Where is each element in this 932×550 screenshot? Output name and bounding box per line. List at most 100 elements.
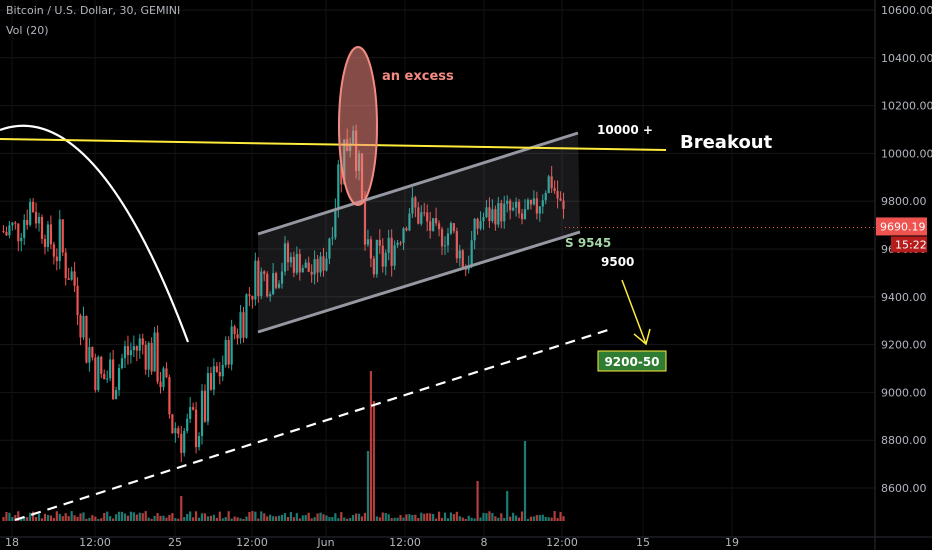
countdown-tag xyxy=(891,236,927,253)
volume-bar xyxy=(26,517,29,521)
candle-body xyxy=(494,209,497,225)
candle-body xyxy=(141,338,144,345)
volume-bar xyxy=(120,511,124,521)
x-tick-label: 12:00 xyxy=(236,536,268,549)
x-tick-label: 12:00 xyxy=(79,536,111,549)
volume-bar xyxy=(168,514,171,521)
volume-bar xyxy=(103,512,106,521)
candle-body xyxy=(212,366,215,390)
volume-bar xyxy=(138,512,141,521)
candle-body xyxy=(426,212,429,222)
volume-bar xyxy=(266,516,269,521)
volume-bar xyxy=(381,512,384,521)
volume-bar xyxy=(248,512,251,521)
candle-body xyxy=(147,342,150,370)
volume-bar xyxy=(485,513,488,521)
volume-bar xyxy=(535,515,538,521)
candle-body xyxy=(221,364,224,377)
candle-body xyxy=(479,221,482,229)
y-tick-label: 8600.00 xyxy=(881,482,927,495)
candle-body xyxy=(423,212,426,214)
candle-body xyxy=(452,223,455,232)
candle-body xyxy=(375,239,378,275)
candle-body xyxy=(408,213,411,231)
volume-bar xyxy=(52,517,55,521)
volume-bar xyxy=(325,515,328,521)
volume-bar xyxy=(405,514,408,521)
candle-body xyxy=(26,220,29,225)
candle-body xyxy=(165,368,168,378)
volume-bar xyxy=(100,518,103,521)
candle-body xyxy=(506,200,509,204)
candle-body xyxy=(162,368,165,388)
volume-bar xyxy=(14,515,17,521)
candle-body xyxy=(171,414,174,434)
volume-bar xyxy=(506,491,509,521)
candle-body xyxy=(263,271,266,274)
volume-bar xyxy=(162,515,165,521)
volume-bar xyxy=(426,513,429,521)
volume-bar xyxy=(301,515,304,521)
volume-bar xyxy=(515,515,518,521)
volume-bar xyxy=(106,511,109,521)
volume-bar xyxy=(239,518,242,521)
volume-bar xyxy=(354,513,358,521)
volume-bar xyxy=(322,514,325,521)
candle-body xyxy=(17,223,20,242)
candle-body xyxy=(515,201,518,208)
volume-bar xyxy=(215,517,218,521)
candle-body xyxy=(177,428,180,434)
volume-bar xyxy=(523,441,527,521)
candle-body xyxy=(289,256,293,263)
channel-fill xyxy=(258,133,580,332)
x-tick-label: 25 xyxy=(168,536,182,549)
volume-bar xyxy=(346,518,349,521)
volume-bar xyxy=(183,517,186,521)
candle-body xyxy=(37,216,41,224)
volume-bar xyxy=(218,511,221,521)
candle-body xyxy=(473,218,476,241)
volume-bar xyxy=(257,518,260,521)
candle-body xyxy=(61,219,64,253)
candle-body xyxy=(559,198,562,201)
volume-bar xyxy=(470,517,473,521)
candle-body xyxy=(236,334,239,339)
candle-body xyxy=(129,350,132,356)
candle-body xyxy=(112,359,115,400)
volume-bar xyxy=(23,516,26,521)
candle-body xyxy=(52,244,55,257)
candle-body xyxy=(334,208,337,238)
volume-bar xyxy=(209,515,213,521)
candle-body xyxy=(132,346,135,351)
volume-bar xyxy=(79,513,82,521)
volume-bar xyxy=(520,511,524,521)
volume-bar xyxy=(203,513,207,521)
candle-body xyxy=(286,243,290,263)
candle-body xyxy=(393,245,396,266)
candle-body xyxy=(254,260,257,300)
candle-body xyxy=(443,245,447,247)
y-tick-label: 9000.00 xyxy=(881,386,927,399)
volume-indicator-label[interactable]: Vol (20) xyxy=(6,24,49,37)
last-price-value: 9690.19 xyxy=(880,220,926,233)
candle-body xyxy=(420,212,423,224)
candle-body xyxy=(497,203,500,225)
candle-body xyxy=(553,188,556,191)
volume-bar xyxy=(180,496,183,521)
x-tick-label: 15 xyxy=(636,536,650,549)
volume-bar xyxy=(310,518,313,521)
candle-body xyxy=(538,206,541,214)
symbol-title[interactable]: Bitcoin / U.S. Dollar, 30, GEMINI xyxy=(6,4,181,17)
candle-body xyxy=(381,245,384,267)
volume-bar xyxy=(396,517,399,521)
volume-bar xyxy=(437,511,441,521)
volume-bar xyxy=(541,514,544,521)
volume-bar xyxy=(251,511,254,521)
volume-bar xyxy=(455,511,458,521)
candle-body xyxy=(206,373,210,422)
candle-body xyxy=(340,164,343,185)
candle-body xyxy=(372,258,375,275)
candle-body xyxy=(135,346,138,351)
